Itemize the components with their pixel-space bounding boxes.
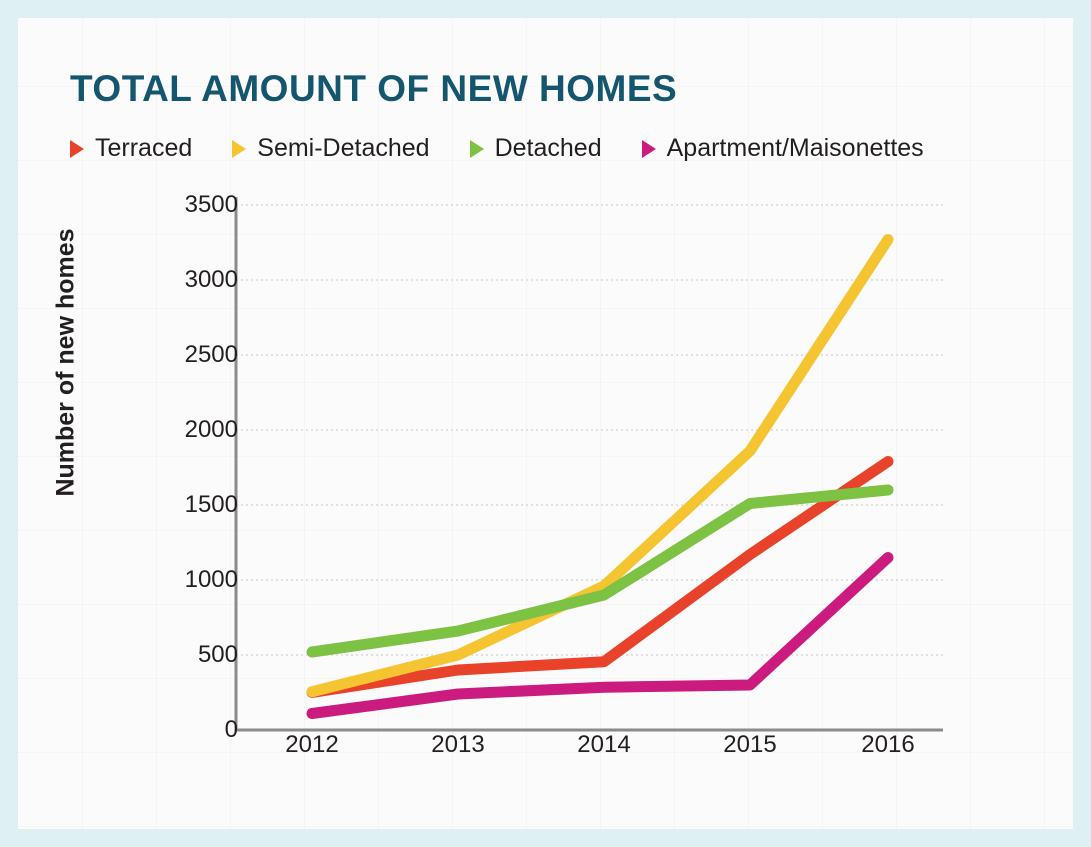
x-axis-tick-label: 2014 — [577, 731, 631, 758]
legend-item-detached[interactable]: Detached — [469, 134, 602, 163]
x-axis-tick-label: 2015 — [723, 731, 777, 758]
legend-item-terraced[interactable]: Terraced — [70, 134, 192, 163]
legend-item-semi-detached[interactable]: Semi-Detached — [232, 134, 430, 163]
series-line-apartment-maisonettes — [306, 552, 894, 719]
y-axis-title: Number of new homes — [51, 228, 80, 497]
chart-axes — [234, 197, 943, 732]
x-axis-tick-label: 2016 — [861, 731, 915, 758]
legend-item-label: Detached — [494, 134, 602, 162]
y-axis-tick-labels: 0 500 1000 1500 2000 2500 3000 3500 — [153, 18, 238, 829]
chart-plot-area: 0 500 1000 1500 2000 2500 3000 3500 2012 2013 201… — [18, 18, 1073, 829]
y-axis-tick-label: 0 — [224, 716, 238, 743]
y-axis-tick-label: 1500 — [184, 491, 238, 518]
x-axis-tick-label: 2013 — [431, 731, 485, 758]
chart-legend: Terraced Semi-Detached Detached Apartment/M… — [70, 134, 964, 163]
series-line-terraced — [306, 456, 894, 698]
legend-item-apartment-maisonettes[interactable]: Apartment/Maisonettes — [641, 134, 924, 163]
triangle-right-icon — [469, 139, 484, 158]
y-axis-tick-label: 500 — [197, 641, 238, 668]
x-axis-tick-labels: 2012 2013 2014 2015 2016 — [18, 731, 1073, 771]
chart-card: TOTAL AMOUNT OF NEW HOMES Terraced Semi-D… — [18, 18, 1073, 829]
triangle-right-icon — [70, 139, 84, 158]
page-title: TOTAL AMOUNT OF NEW HOMES — [70, 68, 678, 109]
y-axis-tick-label: 2000 — [184, 416, 238, 443]
line-chart-svg — [234, 197, 943, 732]
y-axis-tick-label: 1000 — [184, 566, 238, 593]
legend-item-label: Apartment/Maisonettes — [666, 134, 924, 162]
triangle-right-icon — [641, 139, 656, 158]
series-line-detached — [306, 484, 894, 658]
series-line-semi-detached — [306, 234, 894, 698]
legend-item-label: Terraced — [95, 134, 193, 162]
x-axis-tick-label: 2012 — [285, 731, 339, 758]
legend-item-label: Semi-Detached — [257, 134, 430, 162]
y-axis-tick-label: 3000 — [184, 266, 238, 293]
triangle-right-icon — [232, 139, 247, 158]
y-axis-tick-label: 2500 — [184, 341, 238, 368]
y-axis-tick-label: 3500 — [184, 191, 238, 218]
